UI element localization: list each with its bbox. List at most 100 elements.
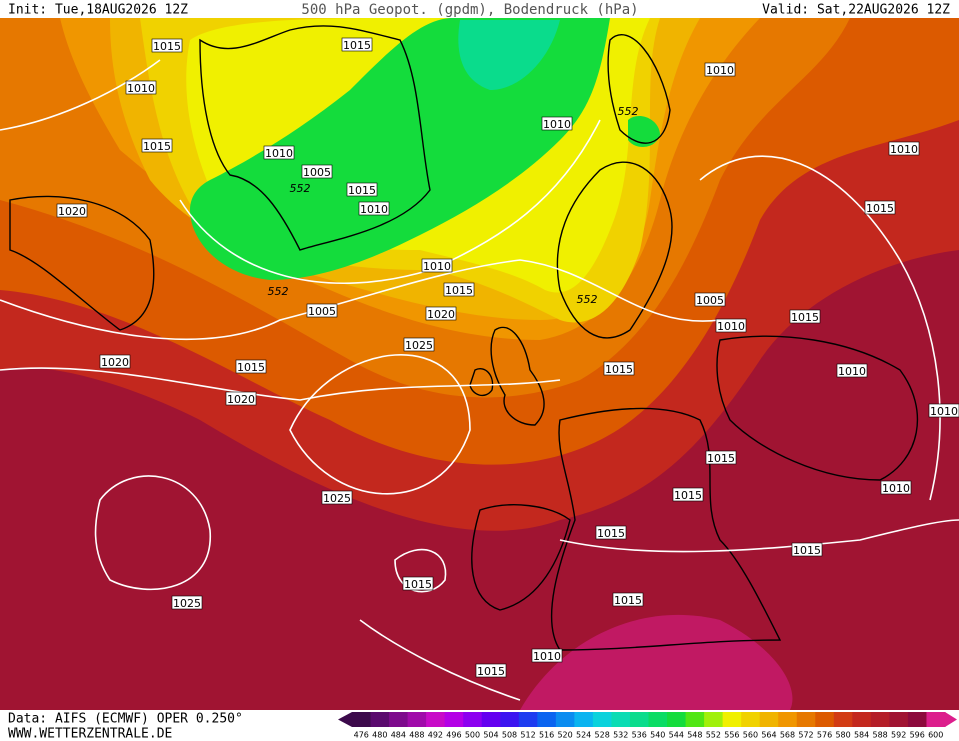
label-box bbox=[705, 450, 737, 465]
isobars bbox=[0, 59, 959, 701]
isobar-label: 1015 bbox=[143, 140, 171, 153]
label-box bbox=[603, 361, 635, 376]
isobar-label: 1025 bbox=[405, 339, 433, 352]
colorbar-label: 516 bbox=[539, 731, 554, 740]
colorbar-label: 476 bbox=[354, 731, 369, 740]
label-box bbox=[443, 282, 475, 297]
label-box bbox=[171, 595, 203, 610]
colorbar-cell bbox=[352, 712, 372, 727]
colorbar-label: 488 bbox=[409, 731, 424, 740]
colorbar-label: 584 bbox=[854, 731, 869, 740]
colorbar-cell bbox=[537, 712, 557, 727]
isobar-label: 1010 bbox=[930, 405, 958, 418]
label-box bbox=[151, 38, 183, 53]
isobar-label: 1015 bbox=[477, 665, 505, 678]
isobar-label: 1010 bbox=[717, 320, 745, 333]
label-box bbox=[928, 403, 959, 418]
colorbar-cell bbox=[426, 712, 446, 727]
isobar-label: 1010 bbox=[838, 365, 866, 378]
colorbar-label: 556 bbox=[724, 731, 739, 740]
colorbar-cell bbox=[574, 712, 594, 727]
label-box bbox=[403, 337, 435, 352]
website: WWW.WETTERZENTRALE.DE bbox=[8, 727, 172, 741]
label-box bbox=[595, 525, 627, 540]
colorbar-cell bbox=[741, 712, 761, 727]
label-box bbox=[531, 648, 563, 663]
colorbar-label: 520 bbox=[557, 731, 572, 740]
isobar-label: 552 bbox=[290, 182, 311, 195]
label-box bbox=[99, 354, 131, 369]
colorbar-arrow-left bbox=[338, 712, 352, 727]
colorbar-cell bbox=[518, 712, 538, 727]
isobar-label: 1010 bbox=[265, 147, 293, 160]
label-box bbox=[475, 663, 507, 678]
colorbar-cell bbox=[926, 712, 946, 727]
isobar-label: 1015 bbox=[343, 39, 371, 52]
isobar-label: 1010 bbox=[890, 143, 918, 156]
label-box bbox=[864, 200, 896, 215]
label-box bbox=[358, 201, 390, 216]
isobar-label: 1015 bbox=[597, 527, 625, 540]
init-time: Init: Tue,18AUG2026 12Z bbox=[8, 3, 188, 18]
colorbar-cell bbox=[833, 712, 853, 727]
isobar-label: 1010 bbox=[127, 82, 155, 95]
label-box bbox=[125, 80, 157, 95]
colorbar-cell bbox=[555, 712, 575, 727]
colorbar-label: 496 bbox=[446, 731, 461, 740]
label-box bbox=[306, 303, 338, 318]
isobar-label: 552 bbox=[268, 285, 289, 298]
label-box bbox=[141, 138, 173, 153]
colorbar-cell bbox=[463, 712, 483, 727]
label-box bbox=[56, 203, 88, 218]
label-box bbox=[715, 318, 747, 333]
colorbar-label: 508 bbox=[502, 731, 517, 740]
colorbar-cell bbox=[667, 712, 687, 727]
valid-time: Valid: Sat,22AUG2026 12Z bbox=[762, 3, 950, 18]
colorbar-arrow-right bbox=[945, 712, 957, 727]
colorbar-cell bbox=[685, 712, 705, 727]
label-box bbox=[263, 145, 295, 160]
isobar-label: 1015 bbox=[348, 184, 376, 197]
colorbar-cell bbox=[648, 712, 668, 727]
colorbar-label: 600 bbox=[928, 731, 943, 740]
colorbar-label: 480 bbox=[372, 731, 387, 740]
label-box bbox=[694, 292, 726, 307]
colorbar-label: 492 bbox=[428, 731, 443, 740]
isobar-label: 1015 bbox=[793, 544, 821, 557]
colorbar-label: 524 bbox=[576, 731, 591, 740]
colorbar-cell bbox=[907, 712, 927, 727]
isobar-label: 1005 bbox=[696, 294, 724, 307]
label-box bbox=[346, 182, 378, 197]
label-box bbox=[541, 116, 573, 131]
label-box bbox=[301, 164, 333, 179]
label-box bbox=[888, 141, 920, 156]
isobar-label: 1015 bbox=[866, 202, 894, 215]
isobar-label: 1015 bbox=[707, 452, 735, 465]
colorbar-cell bbox=[389, 712, 409, 727]
isobar-label: 1020 bbox=[101, 356, 129, 369]
isobar-label: 1015 bbox=[614, 594, 642, 607]
colorbar-cell bbox=[444, 712, 464, 727]
colorbar-cell bbox=[815, 712, 835, 727]
colorbar-label: 540 bbox=[650, 731, 665, 740]
colorbar-cell bbox=[500, 712, 520, 727]
isobar-label: 552 bbox=[577, 293, 598, 306]
isobar-label: 1020 bbox=[58, 205, 86, 218]
colorbar-cell bbox=[629, 712, 649, 727]
label-box bbox=[789, 309, 821, 324]
label-box bbox=[612, 592, 644, 607]
isobar-label: 1010 bbox=[423, 260, 451, 273]
colorbar-cell bbox=[481, 712, 501, 727]
colorbar-label: 484 bbox=[391, 731, 406, 740]
colorbar-cell bbox=[889, 712, 909, 727]
label-box bbox=[880, 480, 912, 495]
isobar-label: 1015 bbox=[445, 284, 473, 297]
colorbar-label: 572 bbox=[798, 731, 813, 740]
colorbar-cell bbox=[759, 712, 779, 727]
isobar-label: 1010 bbox=[360, 203, 388, 216]
label-box bbox=[425, 306, 457, 321]
colorbar-label: 500 bbox=[465, 731, 480, 740]
colorbar-label: 552 bbox=[706, 731, 721, 740]
label-box bbox=[836, 363, 868, 378]
label-box bbox=[791, 542, 823, 557]
